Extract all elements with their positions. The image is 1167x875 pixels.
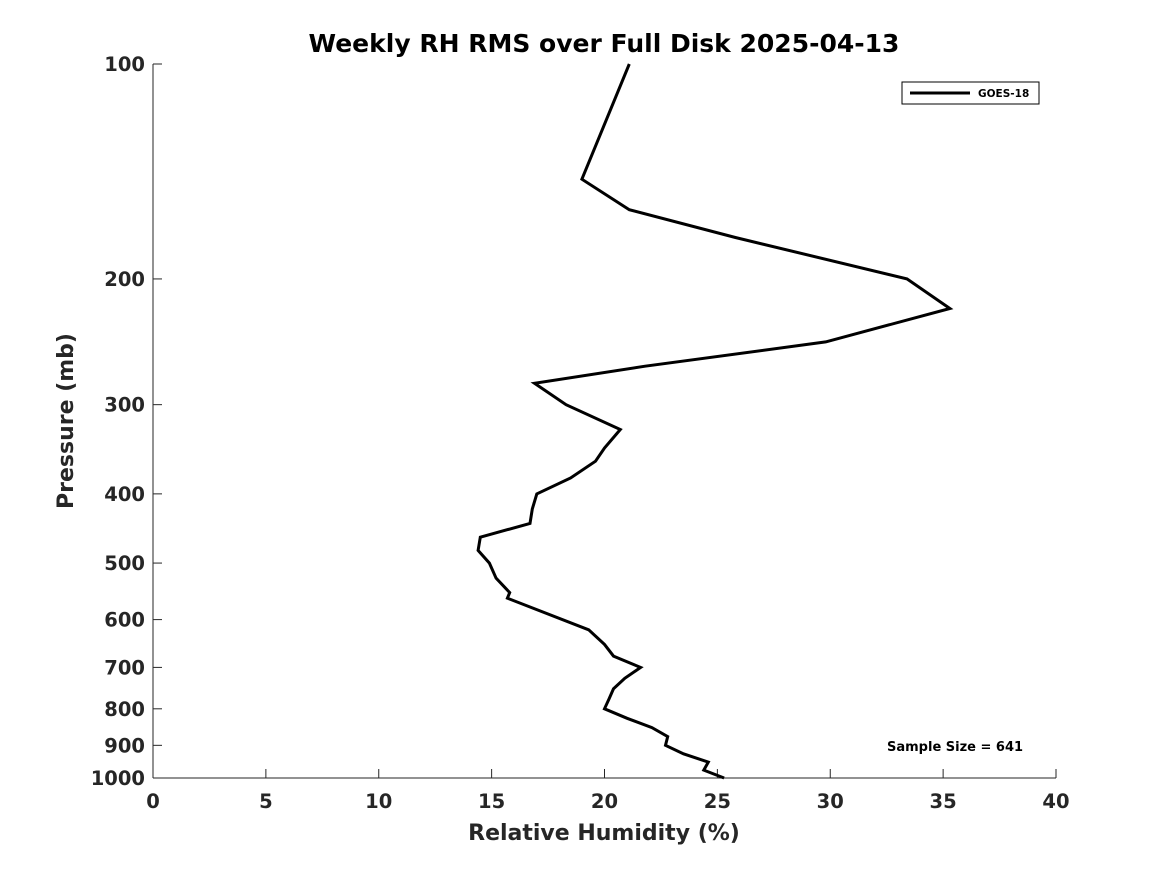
y-tick-label: 500 bbox=[104, 552, 145, 575]
sample-size-annotation: Sample Size = 641 bbox=[887, 740, 1023, 755]
x-axis-label: Relative Humidity (%) bbox=[468, 821, 740, 846]
x-tick-label: 10 bbox=[365, 790, 392, 813]
x-axis-ticks: 0 5 10 15 20 25 30 35 40 bbox=[146, 769, 1070, 813]
legend-entry-goes-18: GOES-18 bbox=[978, 88, 1029, 100]
y-tick-label: 600 bbox=[104, 609, 145, 632]
legend-box bbox=[901, 81, 1040, 105]
y-tick-label: 200 bbox=[104, 268, 145, 291]
y-axis-label: Pressure (mb) bbox=[54, 333, 79, 509]
y-tick-label: 400 bbox=[104, 483, 145, 506]
series-line-goes-18 bbox=[476, 63, 954, 780]
y-tick-label: 300 bbox=[104, 394, 145, 417]
legend: GOES-18 bbox=[901, 81, 1040, 105]
y-tick-label: 800 bbox=[104, 698, 145, 721]
y-tick-label: 700 bbox=[104, 656, 145, 679]
x-tick-label: 40 bbox=[1042, 790, 1069, 813]
x-tick-label: 0 bbox=[146, 790, 160, 813]
x-tick-label: 20 bbox=[591, 790, 618, 813]
chart-title: Weekly RH RMS over Full Disk 2025-04-13 bbox=[309, 29, 900, 58]
y-tick-label: 1000 bbox=[91, 767, 145, 790]
x-tick-label: 25 bbox=[704, 790, 731, 813]
x-tick-label: 15 bbox=[478, 790, 505, 813]
x-tick-label: 30 bbox=[817, 790, 844, 813]
y-tick-label: 100 bbox=[104, 53, 145, 76]
series-layer bbox=[476, 63, 954, 780]
x-tick-label: 5 bbox=[259, 790, 273, 813]
x-tick-label: 35 bbox=[930, 790, 957, 813]
y-tick-label: 900 bbox=[104, 734, 145, 757]
y-axis-ticks: 100 200 300 400 500 600 700 800 900 1000 bbox=[91, 53, 162, 790]
